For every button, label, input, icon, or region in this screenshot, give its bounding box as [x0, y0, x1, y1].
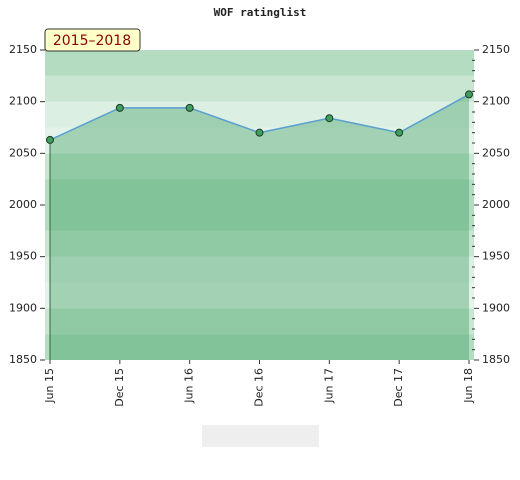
- y-tick-label: 2000: [9, 198, 37, 211]
- y2-tick-label: 2100: [482, 95, 510, 108]
- y-tick-label: 1900: [9, 301, 37, 314]
- data-point: [46, 135, 54, 144]
- y2-tick-label: 2150: [482, 43, 510, 56]
- y2-tick-label: 1950: [482, 250, 510, 263]
- chart-title: WOF ratinglist: [214, 6, 307, 19]
- annotation-box: [44, 28, 141, 52]
- data-point: [465, 90, 473, 99]
- series-area: [50, 94, 469, 360]
- y-tick-label: 2150: [9, 43, 37, 56]
- x-tick-label: Dec 15: [113, 368, 126, 407]
- background-band: [45, 230, 474, 257]
- background-band: [45, 153, 474, 180]
- y2-tick-label: 2000: [482, 198, 510, 211]
- y-tick-label: 2100: [9, 95, 37, 108]
- data-point: [395, 128, 404, 137]
- x-tick-label: Jun 17: [322, 368, 335, 404]
- background-band: [45, 50, 474, 76]
- y2-tick-label: 2050: [482, 146, 510, 159]
- x-tick-label: Jun 18: [462, 368, 475, 404]
- data-point: [325, 114, 334, 123]
- legend: [202, 425, 319, 447]
- x-tick-label: Dec 17: [392, 368, 405, 407]
- x-tick-label: Dec 16: [253, 368, 266, 407]
- y-tick-label: 2050: [9, 146, 37, 159]
- x-tick-label: Jun 16: [183, 368, 196, 404]
- background-band: [45, 75, 474, 102]
- background-band: [45, 205, 474, 231]
- background-band: [45, 334, 474, 360]
- annotation: 2015–2018: [53, 33, 131, 49]
- background-band: [45, 179, 474, 205]
- y-tick-label: 1850: [9, 353, 37, 366]
- background-band: [45, 308, 474, 335]
- y2-tick-label: 1850: [482, 353, 510, 366]
- background-band: [45, 282, 474, 309]
- data-point: [115, 103, 124, 112]
- x-tick-label: Jun 15: [43, 368, 56, 404]
- background-band: [45, 256, 474, 283]
- y2-tick-label: 1900: [482, 301, 510, 314]
- y-tick-label: 1950: [9, 250, 37, 263]
- data-point: [255, 128, 264, 137]
- data-point: [185, 103, 194, 112]
